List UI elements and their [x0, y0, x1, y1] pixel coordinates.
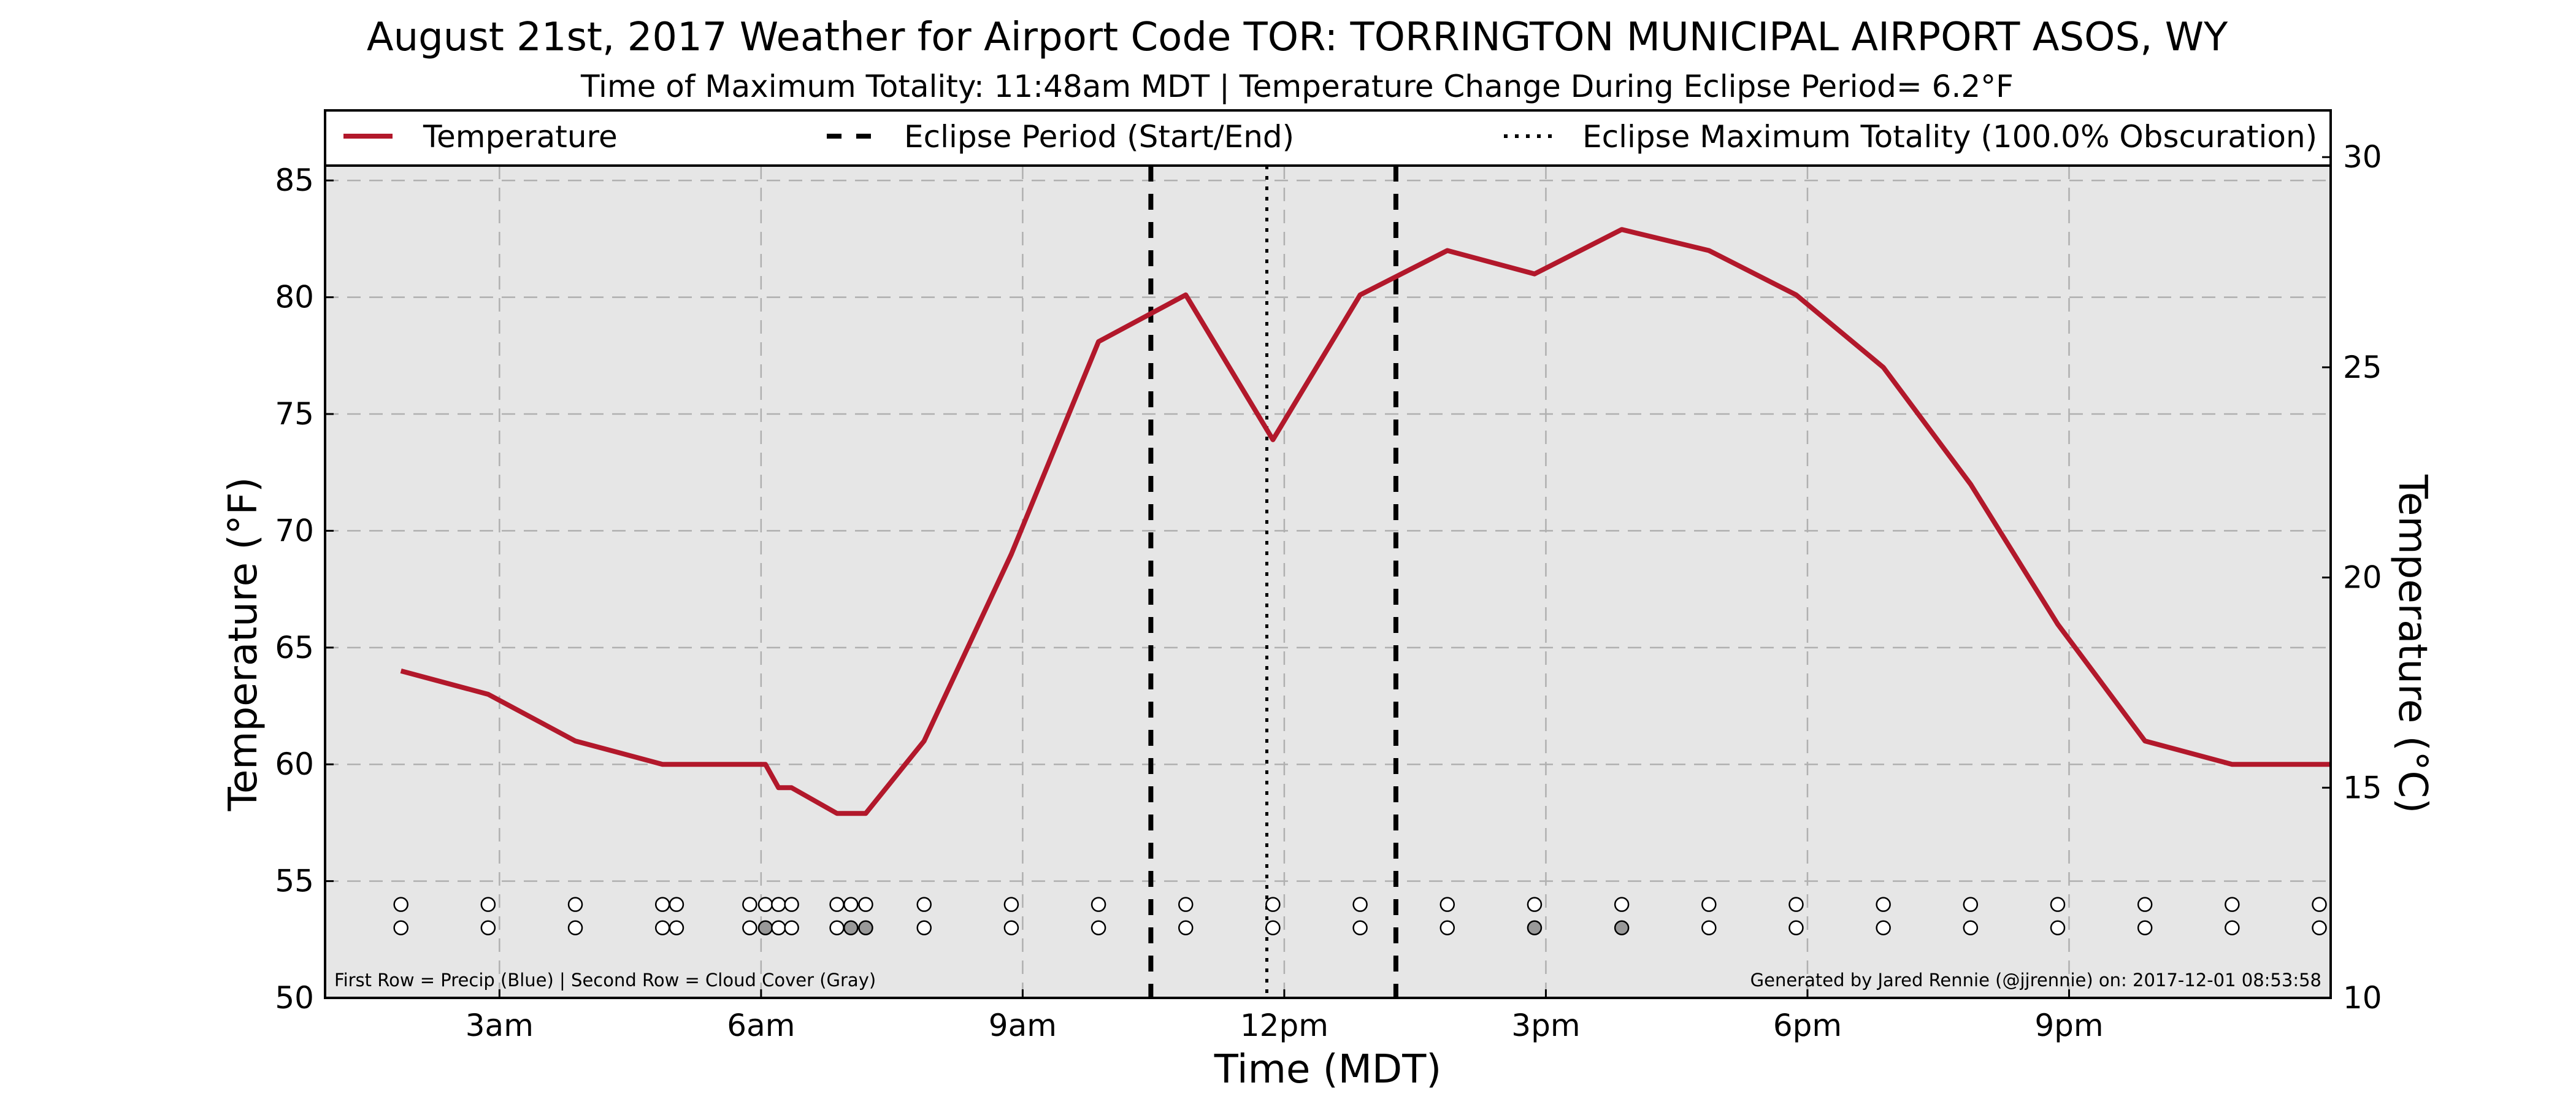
- legend-eclipse-period-label: Eclipse Period (Start/End): [904, 119, 1294, 155]
- cloud-cover-marker: [1091, 920, 1106, 936]
- precip-marker: [1439, 897, 1455, 912]
- cloud-cover-marker: [1352, 920, 1368, 936]
- temperature-series: [400, 227, 2331, 816]
- cloud-cover-marker: [1701, 920, 1717, 936]
- precip-marker: [1963, 897, 1979, 912]
- cloud-cover-marker: [1527, 920, 1543, 936]
- cloud-cover-marker: [2050, 920, 2066, 936]
- cloud-cover-marker: [2312, 920, 2327, 936]
- cloud-cover-marker: [1003, 920, 1019, 936]
- cloud-cover-marker: [393, 920, 408, 936]
- legend-temperature-label: Temperature: [423, 119, 618, 155]
- precip-marker: [843, 897, 859, 912]
- x-tick-label: 6am: [727, 1008, 795, 1043]
- plot-area: [325, 166, 2331, 998]
- y-tick-label: 50: [275, 980, 314, 1016]
- cloud-cover-marker: [916, 920, 932, 936]
- x-axis-label: Time (MDT): [1214, 1047, 1442, 1092]
- precip-marker: [393, 897, 408, 912]
- y-right-tick-label: 25: [2343, 350, 2382, 385]
- cloud-cover-marker: [858, 920, 873, 936]
- precip-marker: [1265, 897, 1281, 912]
- precip-marker: [2050, 897, 2066, 912]
- y-right-tick-label: 10: [2343, 980, 2382, 1016]
- x-tick-label: 9am: [989, 1008, 1057, 1043]
- x-tick-label: 12pm: [1240, 1008, 1328, 1043]
- precip-marker: [829, 897, 845, 912]
- y-axis-label-right: Temperature (°C): [2390, 474, 2435, 813]
- legend-totality-label: Eclipse Maximum Totality (100.0% Obscura…: [1582, 119, 2317, 155]
- cloud-cover-marker: [757, 920, 773, 936]
- cloud-cover-marker: [669, 920, 684, 936]
- cloud-cover-marker: [829, 920, 845, 936]
- cloud-cover-marker: [1963, 920, 1979, 936]
- cloud-cover-marker: [1614, 920, 1630, 936]
- cloud-cover-marker: [1265, 920, 1281, 936]
- cloud-cover-marker: [480, 920, 496, 936]
- precip-marker: [2137, 897, 2153, 912]
- footnote-left: First Row = Precip (Blue) | Second Row =…: [334, 970, 876, 991]
- eclipse-lines: [1148, 166, 1398, 998]
- y-tick-label: 65: [275, 630, 314, 665]
- y-axis-ticks-right: 10 15 20 25 30: [2322, 139, 2382, 1016]
- precip-marker: [1614, 897, 1630, 912]
- x-tick-label: 3pm: [1511, 1008, 1580, 1043]
- precip-marker: [757, 897, 773, 912]
- cloud-cover-marker: [1788, 920, 1804, 936]
- precip-marker: [916, 897, 932, 912]
- cloud-cover-marker: [2225, 920, 2240, 936]
- x-tick-label: 9pm: [2034, 1008, 2103, 1043]
- precip-marker: [2312, 897, 2327, 912]
- precip-marker: [654, 897, 670, 912]
- precip-marker: [1527, 897, 1543, 912]
- cloud-cover-marker: [771, 920, 786, 936]
- cloud-cover-marker: [843, 920, 859, 936]
- y-right-tick-label: 20: [2343, 560, 2382, 596]
- precip-marker: [1091, 897, 1106, 912]
- cloud-cover-marker: [742, 920, 757, 936]
- cloud-cover-marker: [784, 920, 799, 936]
- cloud-cover-marker: [1876, 920, 1891, 936]
- precip-marker: [1876, 897, 1891, 912]
- precip-marker: [567, 897, 583, 912]
- x-tick-label: 6pm: [1773, 1008, 1842, 1043]
- x-tick-label: 3am: [466, 1008, 534, 1043]
- y-right-tick-label: 30: [2343, 139, 2382, 175]
- y-right-tick-label: 15: [2343, 770, 2382, 805]
- y-tick-label: 80: [275, 280, 314, 315]
- footnote-right: Generated by Jared Rennie (@jjrennie) on…: [1750, 970, 2321, 991]
- cloud-cover-marker: [567, 920, 583, 936]
- y-axis-ticks-left: 50 55 60 65 70 75 80 85: [275, 163, 334, 1016]
- precip-marker: [771, 897, 786, 912]
- cloud-cover-marker: [654, 920, 670, 936]
- precip-marker: [2225, 897, 2240, 912]
- y-tick-label: 85: [275, 163, 314, 198]
- precip-marker: [480, 897, 496, 912]
- precip-marker: [669, 897, 684, 912]
- y-tick-label: 60: [275, 746, 314, 782]
- cloud-cover-marker: [1439, 920, 1455, 936]
- plot-frame: [324, 109, 2332, 999]
- cloud-cover-marker: [1178, 920, 1194, 936]
- precip-marker: [1701, 897, 1717, 912]
- chart-title: August 21st, 2017 Weather for Airport Co…: [367, 15, 2228, 60]
- precip-marker: [784, 897, 799, 912]
- precip-marker: [742, 897, 757, 912]
- precip-marker: [1178, 897, 1194, 912]
- precip-marker: [1003, 897, 1019, 912]
- y-tick-label: 55: [275, 864, 314, 899]
- observation-rows: [393, 897, 2327, 936]
- precip-marker: [1352, 897, 1368, 912]
- precip-marker: [858, 897, 873, 912]
- precip-marker: [1788, 897, 1804, 912]
- temperature-line: [400, 227, 2331, 816]
- chart-subtitle: Time of Maximum Totality: 11:48am MDT | …: [580, 69, 2014, 104]
- cloud-cover-marker: [2137, 920, 2153, 936]
- legend: Temperature Eclipse Period (Start/End) E…: [325, 119, 2331, 167]
- y-tick-label: 75: [275, 396, 314, 432]
- y-axis-label-left: Temperature (°F): [221, 477, 266, 812]
- x-axis-ticks: 3am 6am 9am 12pm 3pm 6pm 9pm: [466, 989, 2104, 1043]
- y-tick-label: 70: [275, 513, 314, 548]
